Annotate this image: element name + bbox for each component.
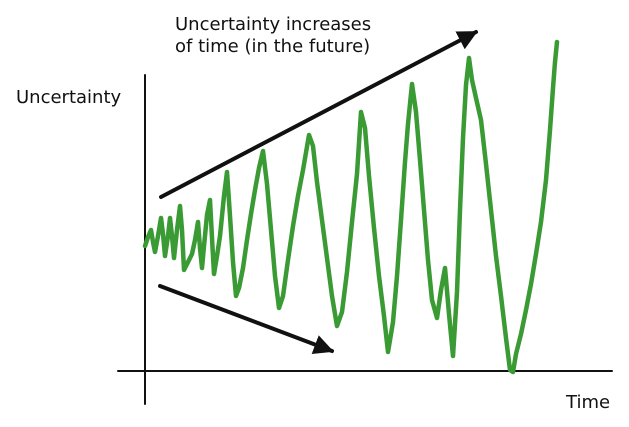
- annotation-text: Uncertainty increases of time (in the fu…: [175, 14, 371, 58]
- annotation-line-2: of time (in the future): [175, 36, 371, 57]
- y-axis-label: Uncertainty: [16, 87, 122, 108]
- x-axis-label: Time: [566, 392, 611, 413]
- arrow-up-right-icon: [159, 30, 478, 199]
- arrow-down-right-icon: [158, 284, 334, 354]
- annotation-line-1: Uncertainty increases: [175, 14, 372, 35]
- uncertainty-wave: [142, 39, 560, 375]
